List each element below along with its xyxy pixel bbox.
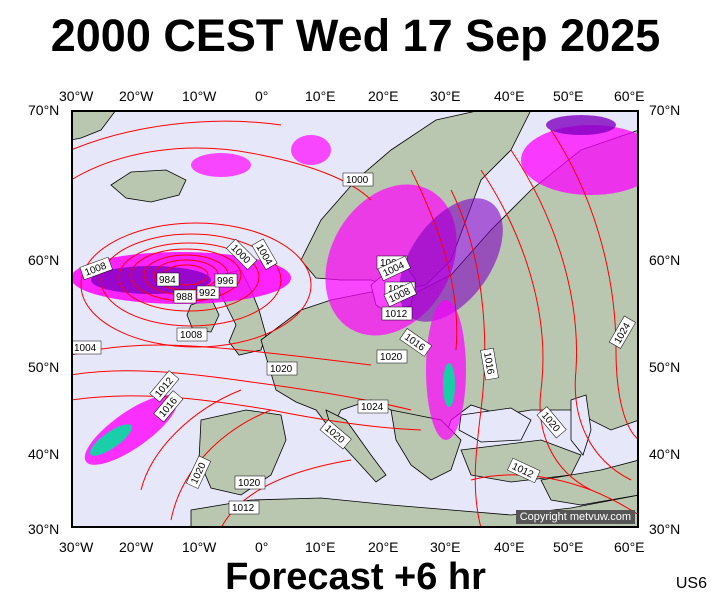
map-title: 2000 CEST Wed 17 Sep 2025 [50, 10, 661, 61]
isobar [100, 233, 282, 327]
lon-label: 40°E [494, 88, 525, 104]
model-code: US6 [675, 575, 707, 592]
weather-map: 1000 1004 984 988 992 996 1000 1004 1008… [71, 110, 639, 528]
isobar [510, 149, 632, 481]
rain-band-low-core [91, 266, 211, 294]
svg-text:1012: 1012 [385, 309, 408, 320]
isobar-label: 1008 [176, 327, 208, 342]
rain-eastern-core [443, 363, 455, 407]
lon-label: 10°E [305, 88, 336, 104]
lat-label: 40°N [28, 446, 60, 462]
land-mideast [540, 460, 637, 506]
svg-text:1020: 1020 [238, 478, 261, 489]
lat-label: 70°N [649, 102, 681, 118]
lon-label: 10°E [305, 539, 336, 555]
lon-label: 30°W [59, 539, 94, 555]
lon-label: 0° [255, 539, 269, 555]
isobar-label: 1020 [376, 349, 408, 364]
svg-text:1000: 1000 [346, 175, 369, 186]
isobar [221, 459, 352, 526]
isobar [450, 189, 486, 526]
copyright-notice: Copyright metvuw.com [515, 510, 635, 524]
lat-label: 70°N [28, 102, 60, 118]
isobar [140, 389, 242, 491]
lat-label: 60°N [28, 252, 60, 268]
lat-label: 60°N [649, 252, 681, 268]
svg-text:1020: 1020 [380, 352, 403, 363]
isobar [410, 169, 458, 351]
lon-label: 60°E [614, 88, 645, 104]
isobar-label: 992 [196, 285, 220, 300]
lon-label: 50°E [553, 539, 584, 555]
svg-text:1004: 1004 [74, 343, 97, 354]
lon-label: 20°W [119, 88, 154, 104]
rain-shower-2 [291, 135, 331, 165]
land-iceland [110, 169, 187, 203]
isobar-label: 1012 [381, 306, 413, 321]
lon-label: 50°E [553, 88, 584, 104]
precipitation [73, 115, 637, 465]
lat-label: 40°N [649, 446, 681, 462]
svg-text:988: 988 [176, 292, 193, 303]
lon-label: 20°E [368, 88, 399, 104]
map-canvas: 1000 1004 984 988 992 996 1000 1004 1008… [73, 112, 637, 526]
lat-label: 30°N [28, 521, 60, 537]
isobar-label: 1020 [266, 361, 298, 376]
isobar-label: 1024 [357, 399, 389, 414]
svg-text:992: 992 [199, 288, 216, 299]
isobar-label: 1000 [342, 172, 374, 187]
lat-label: 30°N [649, 521, 681, 537]
isobar [470, 474, 637, 515]
land-greenland [73, 112, 115, 141]
lon-label: 40°E [494, 539, 525, 555]
isobar [550, 129, 637, 439]
black-sea [458, 407, 532, 443]
rain-shower-1 [191, 153, 251, 177]
isobar-label: 1016 [480, 347, 499, 381]
isobar-label: 1012 [228, 500, 260, 515]
lon-label: 20°W [119, 539, 154, 555]
isobar [118, 242, 260, 312]
lon-label: 30°W [59, 88, 94, 104]
lon-label: 10°W [182, 88, 217, 104]
lon-label: 10°W [182, 539, 217, 555]
isobar [73, 120, 282, 150]
svg-text:1008: 1008 [180, 330, 203, 341]
lon-label: 30°E [430, 539, 461, 555]
isobar-label: 988 [173, 289, 197, 304]
lat-label: 50°N [28, 359, 60, 375]
isobar-label: 984 [156, 272, 180, 287]
forecast-subtitle: Forecast +6 hr [225, 556, 486, 598]
rain-northeast-core [546, 115, 616, 135]
svg-text:1024: 1024 [361, 402, 384, 413]
lon-label: 30°E [430, 88, 461, 104]
svg-text:984: 984 [159, 275, 176, 286]
isobar [80, 222, 312, 348]
svg-text:1016: 1016 [481, 351, 496, 375]
svg-text:1020: 1020 [270, 364, 293, 375]
lon-label: 0° [255, 88, 269, 104]
rain-baltic [399, 198, 503, 322]
caspian-sea [570, 394, 592, 456]
svg-text:996: 996 [217, 276, 234, 287]
isobar-label: 996 [214, 273, 238, 288]
rain-front-core [90, 424, 132, 456]
isobar [480, 169, 592, 491]
rain-northeast [521, 125, 637, 195]
isobar [170, 409, 272, 521]
lat-label: 50°N [649, 359, 681, 375]
lon-label: 20°E [368, 539, 399, 555]
lon-label: 60°E [614, 539, 645, 555]
isobar [73, 344, 372, 366]
isobar-label: 1020 [234, 475, 266, 490]
svg-text:1012: 1012 [232, 503, 255, 514]
isobars [73, 120, 637, 526]
isobar-label: 1004 [73, 340, 102, 355]
